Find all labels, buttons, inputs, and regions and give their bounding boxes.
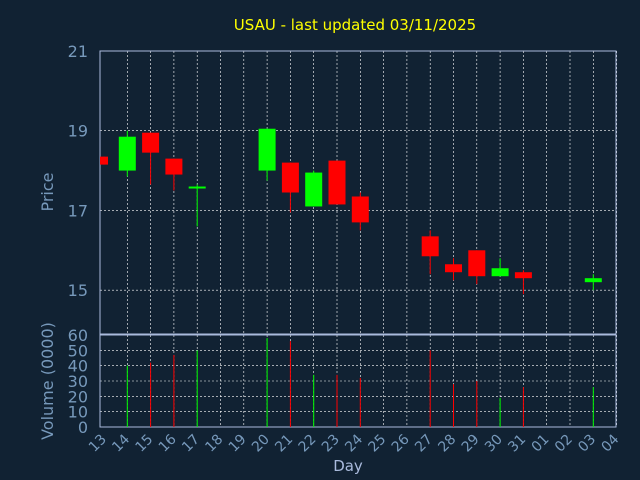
x-tick-label: 13 bbox=[86, 432, 110, 456]
candle-body bbox=[421, 236, 439, 257]
candle-body bbox=[328, 160, 346, 205]
candle-body bbox=[188, 186, 206, 189]
x-tick-label: 17 bbox=[179, 432, 203, 456]
volume-tick-label: 0 bbox=[78, 418, 88, 437]
x-tick-label: 31 bbox=[505, 432, 529, 456]
x-tick-label: 04 bbox=[599, 431, 623, 455]
candle-body bbox=[305, 172, 323, 207]
price-y-ticks: 15 17 19 21 bbox=[68, 42, 88, 300]
x-tick-label: 28 bbox=[435, 432, 459, 456]
x-tick-label: 22 bbox=[296, 432, 320, 456]
price-tick-label: 19 bbox=[68, 122, 88, 141]
x-tick-label: 25 bbox=[366, 432, 390, 456]
candle-body bbox=[445, 264, 462, 273]
volume-tick-label: 30 bbox=[68, 372, 88, 391]
candle-body bbox=[514, 272, 532, 279]
candle-body bbox=[584, 278, 602, 283]
candle-body bbox=[142, 132, 160, 153]
x-tick-label: 16 bbox=[156, 431, 180, 455]
x-tick-label: 27 bbox=[412, 432, 436, 456]
x-tick-label: 20 bbox=[249, 432, 273, 456]
x-axis-ticks: 13 14 15 16 17 18 19 20 21 22 23 24 25 26 27 28 29 30 31 01… bbox=[86, 431, 623, 455]
x-tick-label: 02 bbox=[552, 432, 576, 456]
x-tick-label: 26 bbox=[389, 431, 413, 455]
x-tick-label: 21 bbox=[272, 432, 296, 456]
volume-tick-label: 20 bbox=[68, 387, 88, 406]
candle-body bbox=[351, 196, 369, 223]
x-axis-label: Day bbox=[333, 457, 363, 475]
candle-body bbox=[491, 268, 509, 277]
x-tick-label: 23 bbox=[319, 432, 343, 456]
x-tick-label: 30 bbox=[482, 432, 506, 456]
x-tick-label: 01 bbox=[529, 432, 553, 456]
candle-body bbox=[118, 136, 136, 171]
price-plot-frame bbox=[99, 50, 617, 335]
x-tick-label: 19 bbox=[226, 432, 250, 456]
x-tick-label: 18 bbox=[202, 432, 226, 456]
candle-body bbox=[165, 158, 183, 175]
price-axis-label: Price bbox=[38, 172, 57, 211]
candle-body bbox=[281, 162, 299, 193]
price-tick-label: 21 bbox=[68, 42, 88, 61]
volume-tick-label: 10 bbox=[68, 403, 88, 422]
candle-body bbox=[468, 250, 486, 277]
x-tick-label: 14 bbox=[109, 431, 133, 455]
x-tick-label: 24 bbox=[342, 431, 366, 455]
volume-bars bbox=[126, 338, 594, 427]
volume-axis-label: Volume (0000) bbox=[38, 322, 57, 440]
volume-tick-label: 50 bbox=[68, 341, 88, 360]
candle-body bbox=[258, 128, 276, 171]
chart-title: USAU - last updated 03/11/2025 bbox=[234, 16, 476, 34]
price-grid bbox=[100, 50, 617, 334]
x-tick-label: 29 bbox=[459, 432, 483, 456]
volume-plot-frame bbox=[99, 334, 617, 428]
volume-tick-label: 60 bbox=[68, 326, 88, 345]
volume-tick-label: 40 bbox=[68, 357, 88, 376]
x-tick-label: 03 bbox=[575, 432, 599, 456]
price-tick-label: 15 bbox=[68, 281, 88, 300]
volume-grid bbox=[100, 334, 617, 428]
candle-body bbox=[100, 156, 108, 165]
price-tick-label: 17 bbox=[68, 201, 88, 220]
x-tick-label: 15 bbox=[133, 432, 157, 456]
candlesticks bbox=[100, 128, 602, 295]
